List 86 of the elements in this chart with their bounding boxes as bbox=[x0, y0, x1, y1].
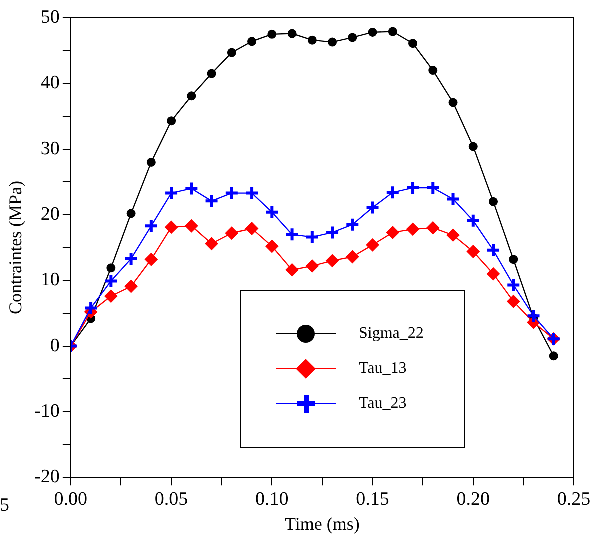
point bbox=[486, 242, 502, 258]
point bbox=[489, 197, 498, 206]
point bbox=[104, 274, 119, 289]
point bbox=[264, 204, 280, 220]
y-tick-label: -10 bbox=[34, 400, 60, 422]
point bbox=[306, 260, 319, 273]
point bbox=[84, 300, 99, 316]
text: 5 bbox=[0, 495, 10, 517]
x-tick-label: 0.00 bbox=[54, 488, 88, 510]
y-tick-label: 40 bbox=[40, 72, 60, 94]
point bbox=[328, 38, 338, 47]
y-tick-label: 10 bbox=[40, 270, 60, 291]
point bbox=[224, 186, 240, 201]
point bbox=[406, 222, 420, 236]
point bbox=[246, 222, 259, 236]
point bbox=[165, 220, 178, 234]
point bbox=[187, 92, 196, 101]
point bbox=[509, 255, 518, 264]
y-tick-label: 30 bbox=[40, 138, 60, 160]
point bbox=[124, 251, 139, 266]
point bbox=[286, 264, 299, 277]
point bbox=[185, 220, 198, 233]
x-tick-label: 0.05 bbox=[154, 488, 188, 510]
point bbox=[346, 250, 360, 264]
point bbox=[184, 181, 200, 196]
point bbox=[227, 48, 236, 58]
x-tick-label: 0.25 bbox=[557, 488, 591, 510]
point bbox=[204, 194, 220, 209]
point bbox=[268, 30, 277, 39]
point bbox=[146, 158, 156, 167]
point bbox=[348, 33, 358, 42]
point bbox=[266, 240, 279, 253]
point bbox=[207, 69, 216, 78]
point bbox=[426, 222, 440, 235]
point bbox=[549, 352, 558, 361]
point bbox=[408, 39, 418, 48]
point bbox=[124, 280, 138, 294]
point bbox=[426, 180, 441, 196]
point bbox=[365, 200, 380, 216]
y-tick-label: 50 bbox=[40, 6, 60, 28]
x-axis-title: Time (ms) bbox=[285, 514, 360, 534]
point bbox=[144, 253, 158, 266]
point bbox=[284, 227, 300, 242]
x-tick-label: 0.15 bbox=[356, 488, 390, 510]
y-tick-label: 0 bbox=[50, 335, 60, 356]
point bbox=[205, 237, 218, 250]
point bbox=[526, 308, 542, 324]
x-tick-label: 0.20 bbox=[456, 488, 490, 510]
point bbox=[126, 209, 136, 218]
point bbox=[366, 238, 380, 252]
point bbox=[167, 116, 176, 126]
y-tick-label: 20 bbox=[40, 204, 60, 225]
point bbox=[304, 230, 320, 245]
point bbox=[386, 226, 400, 240]
point bbox=[225, 226, 238, 240]
y-axis-title: Contraintes (MPa) bbox=[6, 181, 26, 315]
legend-label: Sigma_22 bbox=[359, 325, 424, 343]
point bbox=[104, 290, 118, 303]
legend-label: Tau_23 bbox=[359, 395, 407, 413]
point bbox=[144, 218, 159, 234]
point bbox=[507, 295, 520, 308]
point bbox=[466, 245, 480, 258]
point bbox=[448, 98, 458, 108]
point bbox=[244, 186, 260, 201]
point bbox=[164, 186, 180, 201]
point bbox=[406, 180, 421, 196]
legend-label: Tau_13 bbox=[359, 360, 407, 378]
point bbox=[288, 29, 297, 38]
point bbox=[308, 36, 317, 45]
point bbox=[325, 225, 340, 240]
point bbox=[428, 66, 438, 76]
point bbox=[506, 278, 522, 293]
point bbox=[368, 28, 378, 37]
x-tick-label: 0.10 bbox=[256, 488, 289, 510]
point bbox=[487, 268, 500, 281]
point bbox=[345, 217, 360, 232]
point bbox=[468, 142, 478, 152]
point bbox=[446, 192, 461, 207]
point bbox=[446, 228, 460, 242]
point bbox=[466, 213, 481, 228]
point bbox=[248, 37, 257, 46]
point bbox=[388, 27, 398, 36]
point bbox=[385, 185, 400, 200]
point bbox=[326, 254, 340, 268]
y-tick-label: -20 bbox=[34, 466, 60, 488]
point bbox=[106, 264, 116, 273]
